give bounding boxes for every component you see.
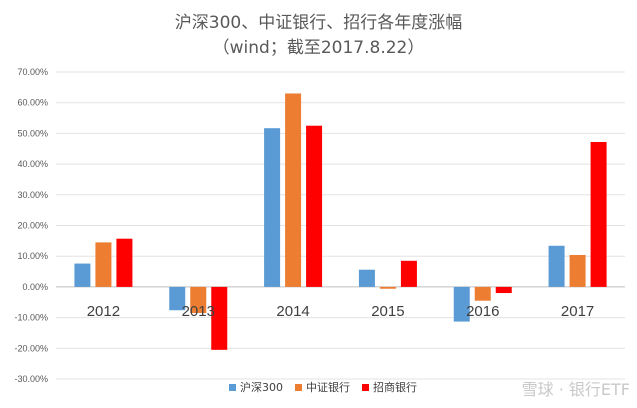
chart-subtitle: （wind；截至2017.8.22）	[212, 38, 425, 58]
bar	[264, 128, 281, 287]
y-tick-label: -10.00%	[14, 313, 48, 323]
x-category-label: 2015	[371, 303, 404, 320]
legend-swatch	[229, 384, 236, 391]
y-tick-label: 60.00%	[17, 98, 48, 108]
x-category-label: 2012	[87, 303, 120, 320]
bar	[495, 286, 512, 294]
y-tick-label: 40.00%	[17, 159, 48, 169]
bar	[285, 93, 302, 287]
chart-title: 沪深300、中证银行、招行各年度涨幅	[174, 13, 463, 33]
bar	[474, 286, 491, 301]
y-tick-label: 0.00%	[22, 282, 48, 292]
bar	[95, 242, 112, 287]
bar	[569, 254, 586, 287]
x-category-label: 2017	[561, 303, 594, 320]
legend-swatch	[295, 384, 302, 391]
bars	[74, 93, 607, 350]
bar	[400, 260, 417, 287]
legend-label: 中证银行	[306, 380, 350, 394]
bar	[116, 238, 133, 287]
legend-label: 招商银行	[373, 380, 417, 394]
legend: 沪深300 中证银行 招商银行	[229, 380, 417, 394]
y-tick-label: 30.00%	[17, 190, 48, 200]
y-tick-label: -30.00%	[14, 374, 48, 384]
bar	[74, 263, 91, 287]
x-category-label: 2014	[276, 303, 309, 320]
legend-swatch	[362, 384, 369, 391]
bar	[306, 125, 323, 287]
y-tick-label: 70.00%	[17, 67, 48, 77]
y-axis-ticks: -30.00% -20.00% -10.00% 0.00% 10.00% 20.00% 30…	[14, 67, 48, 384]
y-tick-label: 10.00%	[17, 251, 48, 261]
x-category-label: 2016	[466, 303, 499, 320]
y-tick-label: 50.00%	[17, 128, 48, 138]
y-tick-label: -20.00%	[14, 343, 48, 353]
x-axis-labels: 2012 2013 2014 2015 2016 2017	[87, 303, 595, 320]
gridlines	[56, 71, 625, 380]
bar	[379, 286, 396, 289]
y-tick-label: 20.00%	[17, 221, 48, 231]
bar	[548, 245, 565, 287]
bar	[190, 286, 207, 313]
bar	[590, 141, 607, 287]
watermark-text: 雪球 · 银行ETF	[522, 380, 630, 399]
bar	[211, 286, 228, 350]
bar	[358, 269, 375, 287]
legend-label: 沪深300	[240, 380, 283, 394]
x-category-label: 2013	[182, 303, 215, 320]
bar	[453, 286, 470, 322]
bar	[169, 286, 186, 311]
